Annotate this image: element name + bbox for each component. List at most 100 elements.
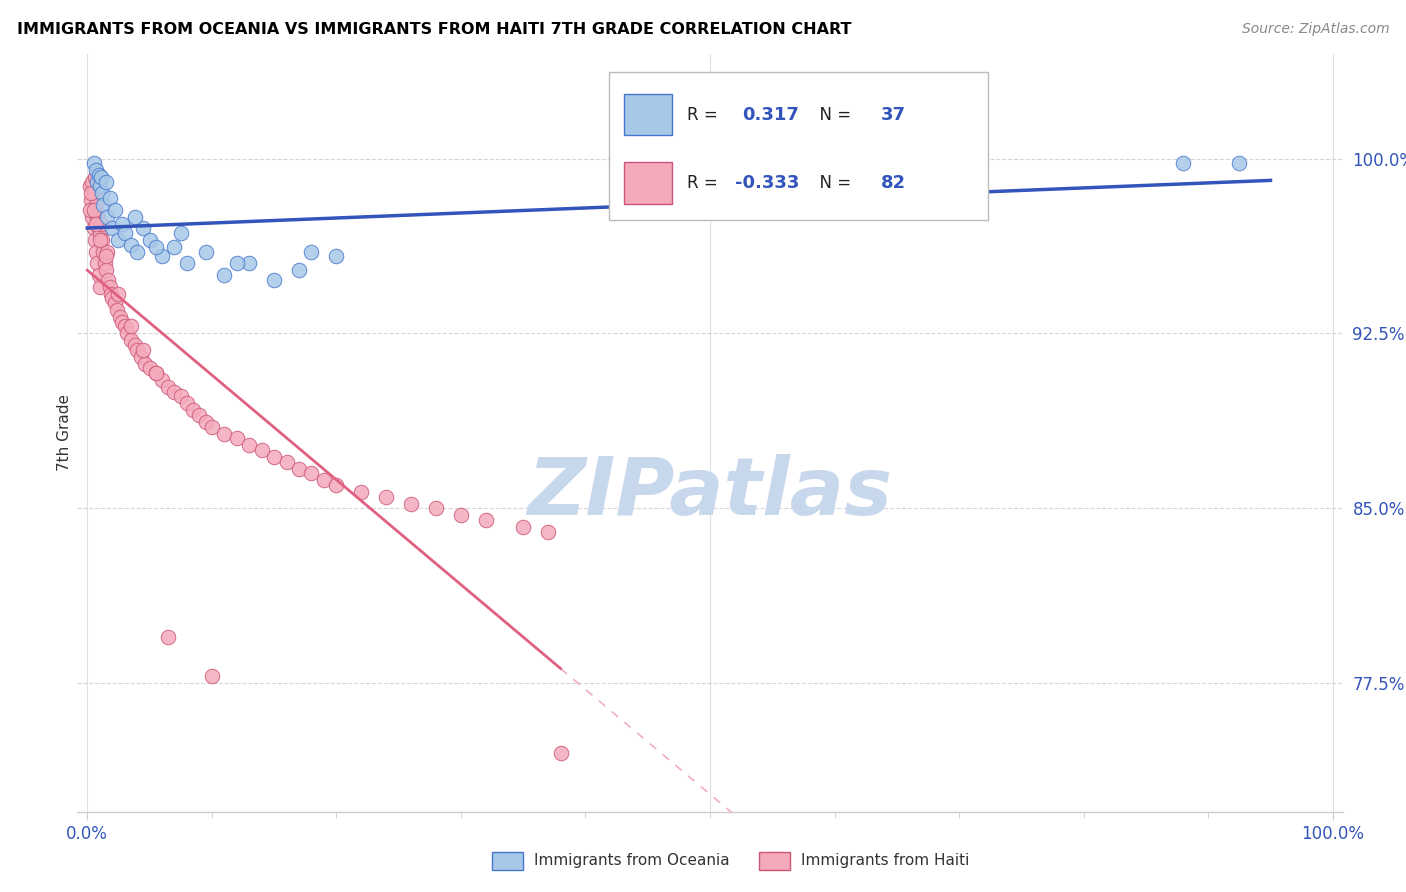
- Point: [104, 296, 127, 310]
- Point: [150, 250, 173, 264]
- Point: [84, 163, 107, 178]
- Point: [93, 244, 115, 259]
- Point: [87, 221, 110, 235]
- Point: [550, 747, 572, 761]
- Point: [1227, 156, 1250, 170]
- Point: [120, 319, 142, 334]
- Point: [96, 244, 118, 259]
- Point: [201, 419, 224, 434]
- Point: [124, 210, 146, 224]
- Point: [82, 210, 104, 224]
- Point: [150, 373, 173, 387]
- Point: [127, 343, 149, 357]
- Point: [100, 286, 122, 301]
- Point: [84, 244, 107, 259]
- Point: [188, 408, 211, 422]
- Point: [107, 233, 129, 247]
- Point: [201, 669, 224, 683]
- Point: [157, 630, 180, 644]
- Point: [181, 403, 204, 417]
- Point: [87, 268, 110, 282]
- Point: [114, 226, 136, 240]
- Point: [89, 233, 111, 247]
- Text: R =: R =: [688, 105, 723, 124]
- Point: [225, 256, 247, 270]
- Point: [84, 217, 107, 231]
- Point: [82, 175, 104, 189]
- Point: [90, 170, 112, 185]
- Point: [350, 485, 373, 500]
- Point: [87, 168, 110, 182]
- Point: [115, 326, 138, 341]
- Point: [79, 202, 101, 217]
- Point: [176, 256, 198, 270]
- Point: [104, 202, 127, 217]
- Text: Source: ZipAtlas.com: Source: ZipAtlas.com: [1241, 22, 1389, 37]
- Point: [80, 194, 103, 208]
- Text: R =: R =: [688, 174, 723, 192]
- FancyBboxPatch shape: [624, 162, 672, 203]
- Point: [97, 273, 120, 287]
- Point: [263, 273, 285, 287]
- Point: [83, 186, 105, 201]
- Point: [101, 292, 124, 306]
- Point: [157, 380, 180, 394]
- Point: [1173, 156, 1195, 170]
- Point: [93, 198, 115, 212]
- Point: [170, 226, 193, 240]
- Point: [83, 202, 105, 217]
- Point: [98, 280, 121, 294]
- Point: [83, 221, 105, 235]
- Point: [107, 286, 129, 301]
- Point: [89, 280, 111, 294]
- Point: [108, 310, 131, 325]
- Text: N =: N =: [808, 174, 856, 192]
- FancyBboxPatch shape: [624, 94, 672, 136]
- Point: [114, 319, 136, 334]
- Point: [301, 244, 323, 259]
- Point: [176, 396, 198, 410]
- Point: [312, 474, 335, 488]
- Point: [325, 478, 347, 492]
- Point: [132, 343, 155, 357]
- Point: [214, 268, 236, 282]
- Point: [145, 366, 167, 380]
- Point: [98, 191, 121, 205]
- Point: [214, 426, 236, 441]
- Point: [129, 350, 152, 364]
- Point: [90, 217, 112, 231]
- Point: [145, 240, 167, 254]
- Point: [89, 179, 111, 194]
- Point: [84, 198, 107, 212]
- Point: [91, 233, 114, 247]
- Point: [111, 217, 134, 231]
- Text: 37: 37: [882, 105, 905, 124]
- Point: [138, 233, 160, 247]
- Point: [93, 256, 115, 270]
- Point: [238, 256, 260, 270]
- Point: [111, 315, 134, 329]
- Point: [134, 357, 156, 371]
- Point: [194, 415, 217, 429]
- Text: ZIPatlas: ZIPatlas: [527, 454, 893, 533]
- Text: Immigrants from Oceania: Immigrants from Oceania: [534, 854, 730, 868]
- Point: [124, 338, 146, 352]
- Point: [163, 384, 186, 399]
- Point: [163, 240, 186, 254]
- Point: [512, 520, 534, 534]
- Point: [89, 226, 111, 240]
- Point: [288, 263, 311, 277]
- Point: [425, 501, 447, 516]
- Point: [399, 497, 422, 511]
- Point: [325, 250, 347, 264]
- Point: [276, 455, 298, 469]
- Text: 0.317: 0.317: [742, 105, 799, 124]
- Point: [375, 490, 398, 504]
- Point: [127, 244, 149, 259]
- Point: [120, 237, 142, 252]
- Point: [194, 244, 217, 259]
- Point: [120, 334, 142, 348]
- Text: 82: 82: [882, 174, 905, 192]
- Point: [145, 366, 167, 380]
- Point: [86, 256, 108, 270]
